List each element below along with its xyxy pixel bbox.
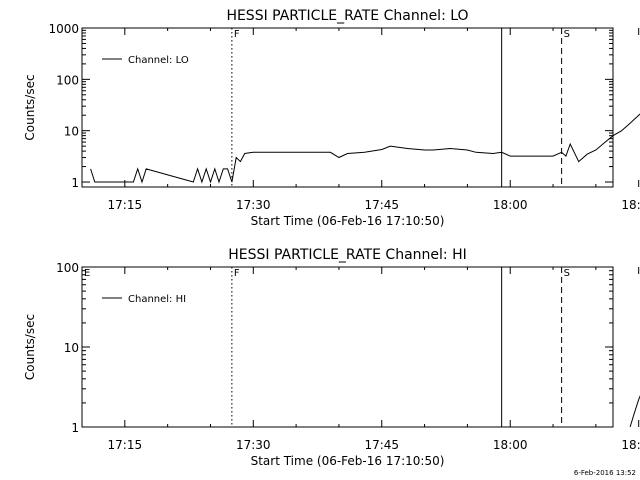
y-tick-label: 100 bbox=[56, 261, 79, 275]
hi-channel-panel: HESSI PARTICLE_RATE Channel: HI Start Tim… bbox=[23, 247, 640, 468]
event-marker-label: S bbox=[564, 29, 570, 40]
x-tick-label: 18:15 bbox=[621, 438, 640, 452]
event-marker-label: F bbox=[234, 268, 240, 279]
x-tick-label: 18:00 bbox=[493, 438, 528, 452]
x-tick-label: 17:15 bbox=[108, 438, 143, 452]
y-tick-label: 10 bbox=[64, 125, 79, 139]
lo-x-axis-label: Start Time (06-Feb-16 17:10:50) bbox=[251, 214, 445, 228]
hi-plot-frame bbox=[81, 266, 614, 428]
x-tick-label: 18:00 bbox=[493, 198, 528, 212]
x-tick-label: 17:45 bbox=[364, 438, 399, 452]
event-marker-label: E bbox=[84, 268, 90, 279]
legend-entry: Channel: LO bbox=[128, 55, 189, 66]
lo-y-axis-label: Counts/sec bbox=[23, 74, 37, 140]
x-tick-label: 18:15 bbox=[621, 198, 640, 212]
lo-series-line bbox=[90, 113, 640, 184]
x-tick-label: 17:45 bbox=[364, 198, 399, 212]
hi-chart-title: HESSI PARTICLE_RATE Channel: HI bbox=[228, 247, 466, 263]
x-tick-label: 17:30 bbox=[236, 198, 271, 212]
x-tick-label: 17:15 bbox=[108, 198, 143, 212]
y-tick-label: 1 bbox=[71, 421, 79, 435]
y-tick-label: 1 bbox=[71, 176, 79, 190]
lo-channel-panel: HESSI PARTICLE_RATE Channel: LO Start Tim… bbox=[23, 8, 640, 228]
event-marker-label: F bbox=[234, 29, 240, 40]
event-marker-label: S bbox=[564, 268, 570, 279]
y-tick-label: 1000 bbox=[48, 22, 79, 36]
y-tick-label: 10 bbox=[64, 341, 79, 355]
hi-series-line bbox=[629, 394, 640, 428]
lo-plot-frame bbox=[81, 27, 614, 188]
footer-timestamp: 6-Feb-2016 13:52 bbox=[574, 469, 636, 477]
lo-chart-title: HESSI PARTICLE_RATE Channel: LO bbox=[226, 8, 468, 24]
hi-x-axis-label: Start Time (06-Feb-16 17:10:50) bbox=[251, 454, 445, 468]
y-tick-label: 100 bbox=[56, 73, 79, 87]
x-tick-label: 17:30 bbox=[236, 438, 271, 452]
legend-entry: Channel: HI bbox=[128, 294, 186, 305]
hi-y-axis-label: Counts/sec bbox=[23, 314, 37, 380]
